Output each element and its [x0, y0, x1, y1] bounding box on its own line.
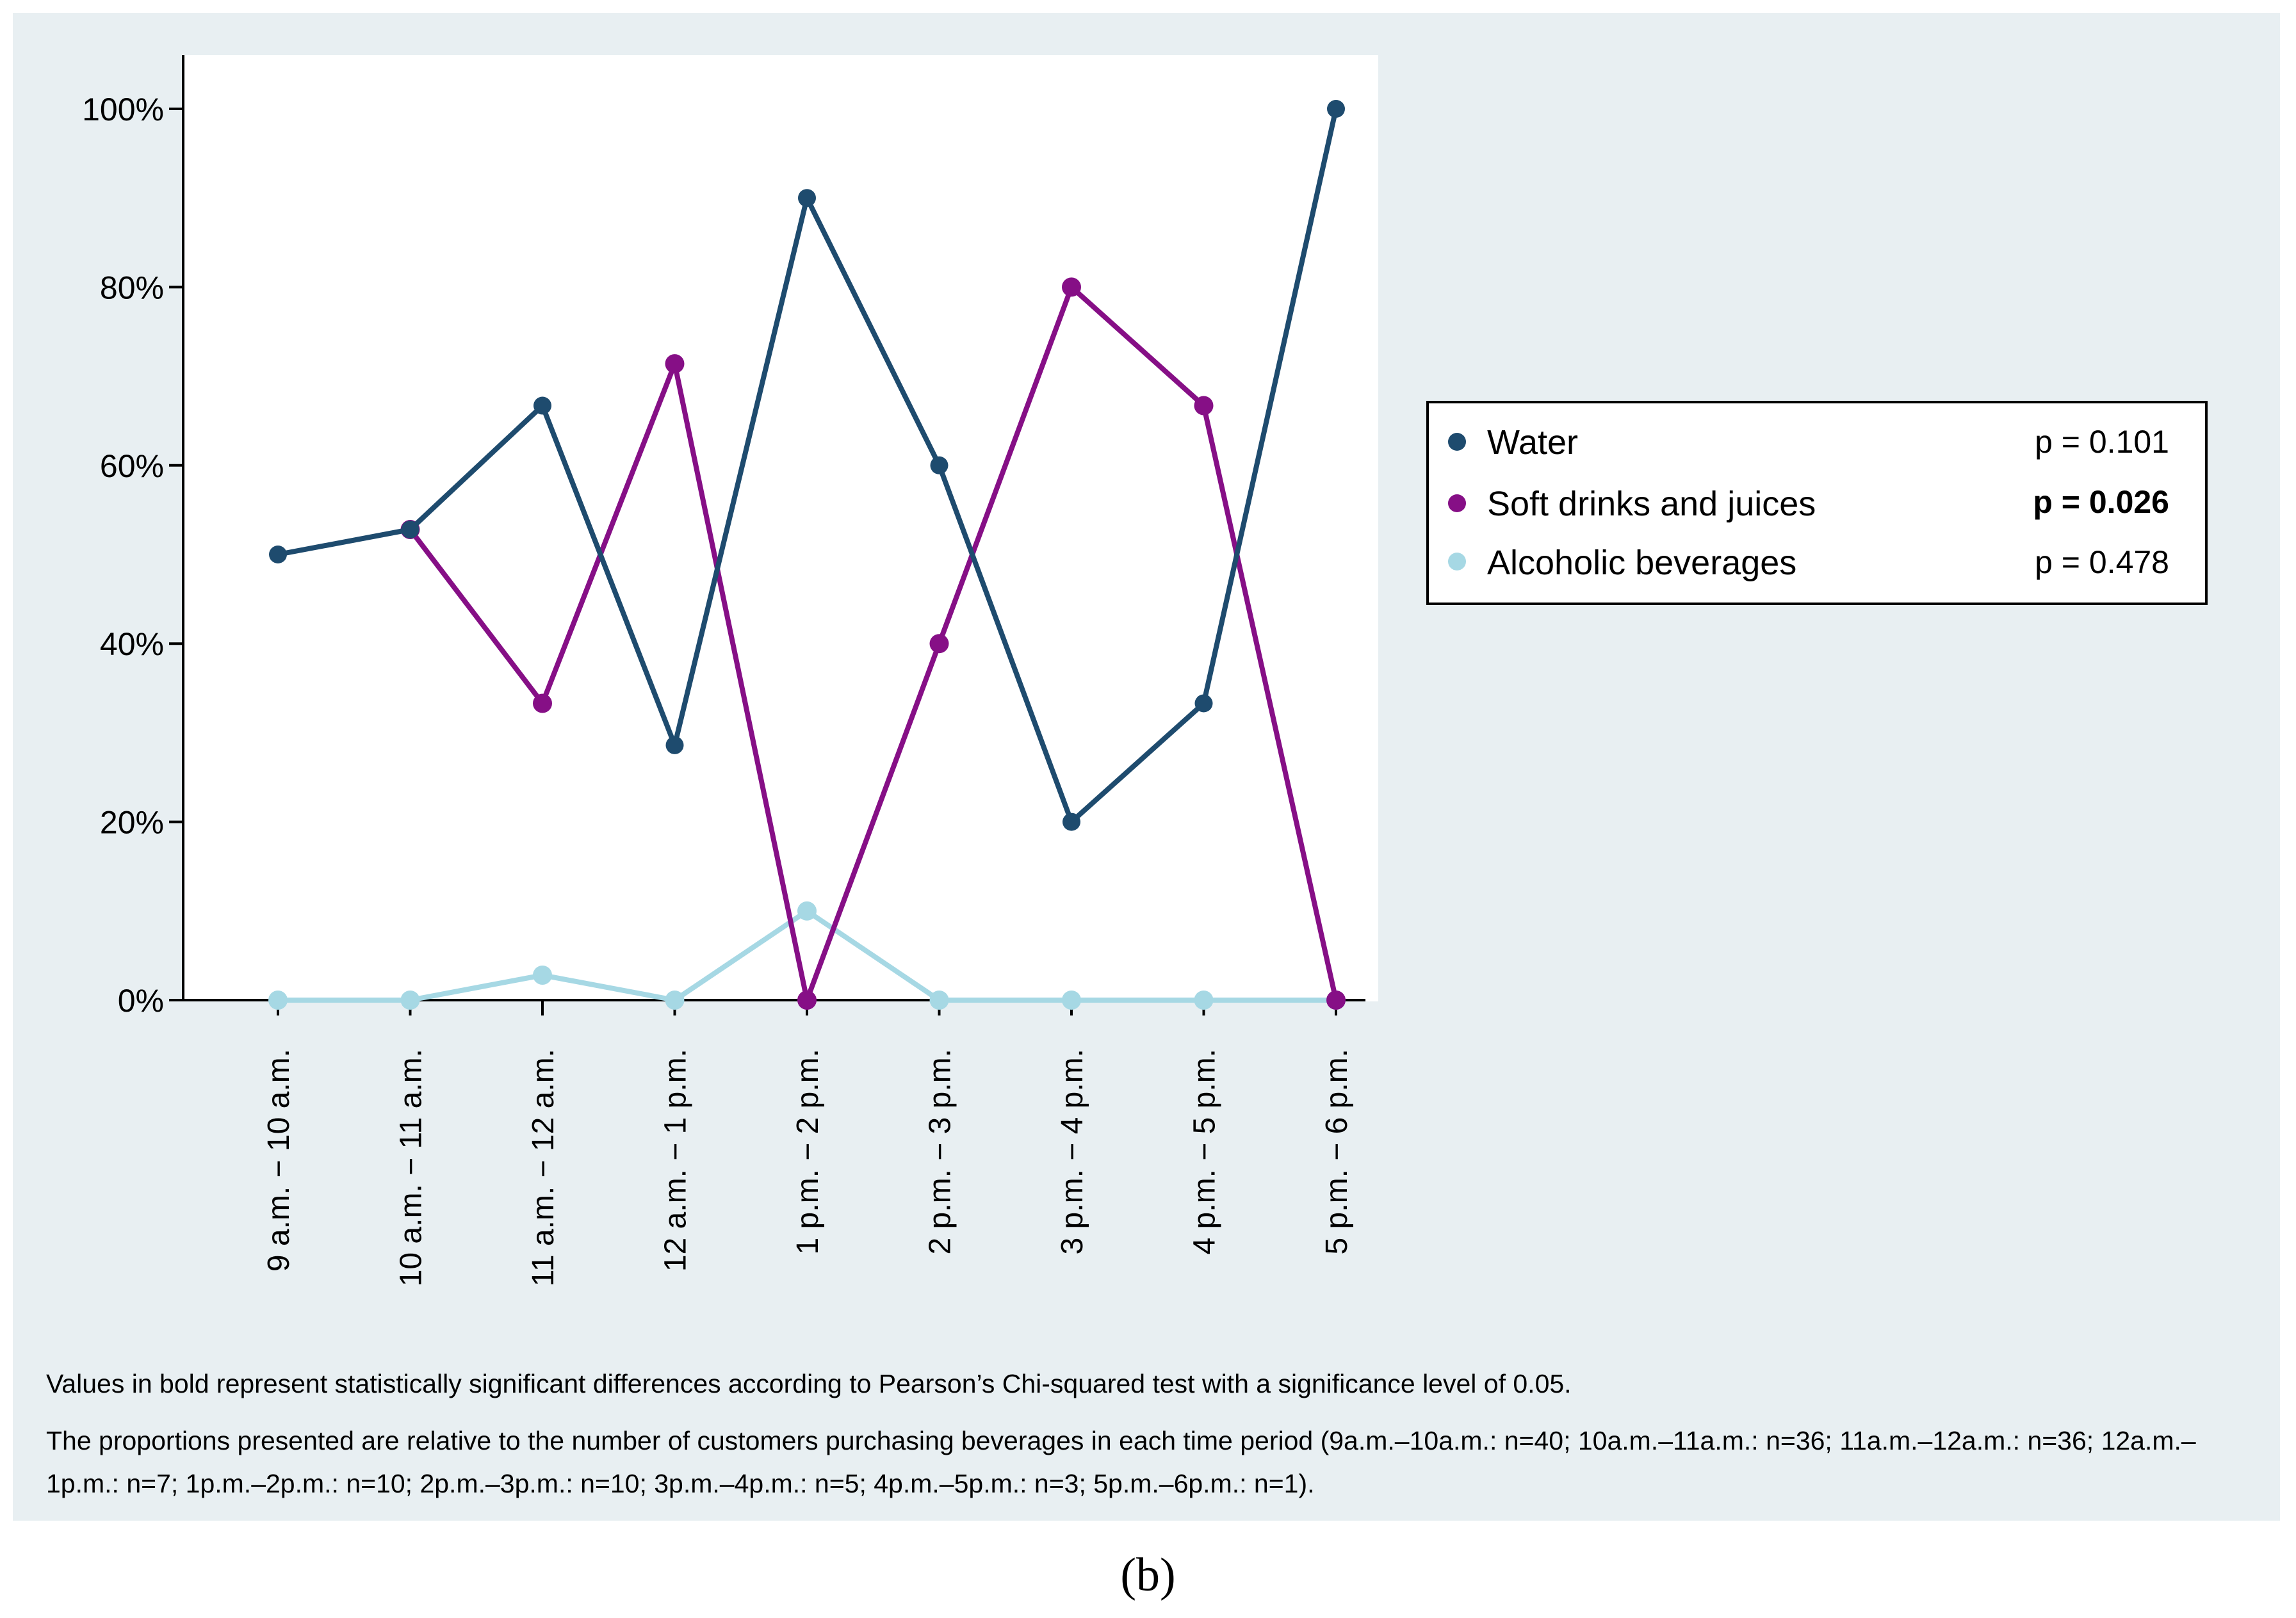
- x-tick-label: 9 a.m. − 10 a.m.: [262, 1049, 296, 1272]
- y-tick-label: 60%: [100, 448, 164, 484]
- figure-panel: 0% 20% 40% 60% 80% 100% 9 a.m. − 10 a.m. 10 a.…: [13, 13, 2280, 1521]
- data-point-soft-drinks-and-juices: [665, 354, 685, 374]
- series-water: [269, 100, 1345, 831]
- data-point-soft-drinks-and-juices: [1194, 396, 1214, 416]
- legend-marker-alcoholic: [1448, 553, 1466, 570]
- proportions-note: The proportions presented are relative t…: [46, 1426, 2196, 1498]
- data-point-water: [798, 189, 816, 207]
- data-point-water: [401, 521, 419, 539]
- data-point-water: [1063, 813, 1080, 831]
- x-tick-label: 3 p.m. − 4 p.m.: [1055, 1049, 1089, 1254]
- data-point-water: [1194, 694, 1213, 713]
- y-axis-ticks: 0% 20% 40% 60% 80% 100%: [82, 92, 183, 1019]
- y-tick-label: 100%: [82, 92, 164, 127]
- x-tick-label: 10 a.m. − 11 a.m.: [395, 1049, 428, 1286]
- legend-p-alcoholic: p = 0.478: [2035, 544, 2169, 580]
- legend-label-water: Water: [1487, 423, 1578, 462]
- data-point-soft-drinks-and-juices: [1326, 991, 1346, 1010]
- data-point-alcoholic-beverages: [1194, 991, 1214, 1010]
- line-chart: 0% 20% 40% 60% 80% 100% 9 a.m. − 10 a.m. 10 a.…: [82, 55, 2208, 1286]
- series-line-soft-drinks-and-juices: [407, 284, 1339, 1003]
- data-point-alcoholic-beverages: [665, 991, 685, 1010]
- series-alcoholic-beverages: [268, 901, 1346, 1010]
- data-point-water: [1327, 100, 1345, 118]
- data-point-water: [930, 456, 949, 474]
- legend: Water p = 0.101 Soft drinks and juices p…: [1426, 401, 2208, 605]
- legend-p-soft-drinks: p = 0.026: [2033, 484, 2169, 520]
- data-point-water: [533, 396, 551, 415]
- x-tick-label: 4 p.m. − 5 p.m.: [1188, 1049, 1222, 1254]
- data-point-alcoholic-beverages: [533, 966, 552, 985]
- series-soft-drinks-and-juices: [400, 277, 1346, 1010]
- significance-note: Values in bold represent statistically s…: [46, 1369, 1572, 1398]
- x-tick-label: 1 p.m. − 2 p.m.: [791, 1049, 825, 1254]
- x-tick-label: 5 p.m. − 6 p.m.: [1320, 1049, 1354, 1254]
- plot-area: [183, 55, 1378, 1001]
- data-point-alcoholic-beverages: [1062, 991, 1081, 1010]
- data-point-alcoholic-beverages: [268, 991, 288, 1010]
- panel-label: (b): [1120, 1549, 1176, 1601]
- legend-p-water: p = 0.101: [2035, 424, 2169, 460]
- x-tick-label: 2 p.m. − 3 p.m.: [924, 1049, 957, 1254]
- data-point-soft-drinks-and-juices: [797, 991, 817, 1010]
- legend-marker-water: [1448, 433, 1466, 451]
- data-point-soft-drinks-and-juices: [1062, 277, 1081, 297]
- data-point-alcoholic-beverages: [400, 991, 420, 1010]
- y-tick-label: 20%: [100, 805, 164, 841]
- x-tick-label: 11 a.m. − 12 a.m.: [526, 1049, 560, 1286]
- x-tick-label: 12 a.m. − 1 p.m.: [659, 1049, 693, 1272]
- y-tick-label: 40%: [100, 626, 164, 662]
- legend-label-alcoholic: Alcoholic beverages: [1487, 544, 1796, 582]
- legend-marker-soft-drinks: [1448, 494, 1466, 512]
- legend-box: [1426, 401, 2208, 605]
- x-axis-ticks: 9 a.m. − 10 a.m. 10 a.m. − 11 a.m. 11 a.m.…: [262, 1000, 1354, 1286]
- legend-label-soft-drinks: Soft drinks and juices: [1487, 485, 1816, 523]
- data-point-alcoholic-beverages: [929, 991, 949, 1010]
- y-tick-label: 0%: [118, 983, 164, 1019]
- data-point-water: [665, 736, 684, 754]
- data-point-water: [269, 546, 287, 563]
- data-point-soft-drinks-and-juices: [929, 634, 949, 654]
- data-point-alcoholic-beverages: [797, 901, 817, 921]
- data-point-soft-drinks-and-juices: [533, 693, 552, 713]
- y-tick-label: 80%: [100, 270, 164, 305]
- series-layer: [268, 100, 1346, 1010]
